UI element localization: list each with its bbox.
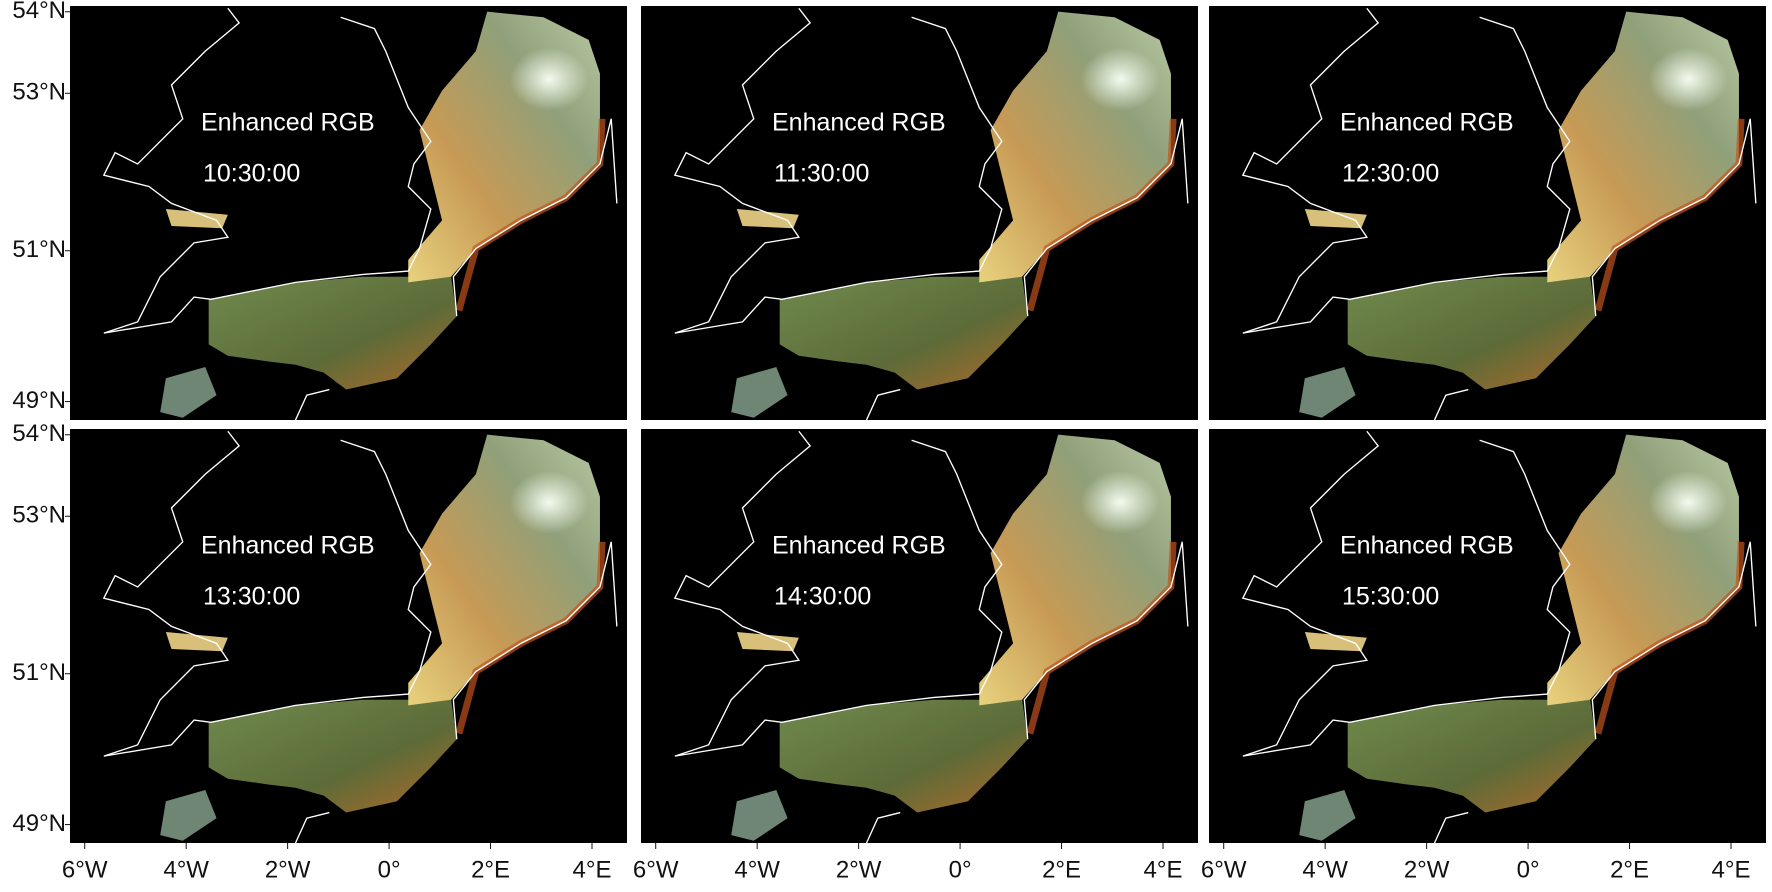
y-tick-label: 53°N xyxy=(12,79,66,106)
panel-time: 10:30:00 xyxy=(203,160,300,188)
map-panel: Enhanced RGB 14:30:00 xyxy=(641,429,1198,843)
x-tick-label: 4°E xyxy=(573,856,612,883)
y-tick-label: 54°N xyxy=(12,0,66,24)
panel-title: Enhanced RGB xyxy=(1340,532,1514,560)
x-tick-label: 0° xyxy=(1517,856,1540,883)
map-panel: Enhanced RGB 12:30:00 xyxy=(1209,6,1766,420)
x-tick-label: 6°W xyxy=(633,856,679,883)
panel-title: Enhanced RGB xyxy=(772,532,946,560)
x-tick-label: 2°E xyxy=(1042,856,1081,883)
x-tick-label: 6°W xyxy=(62,856,108,883)
x-tick-label: 2°E xyxy=(471,856,510,883)
map-panel: Enhanced RGB 10:30:00 xyxy=(70,6,627,420)
x-tick-label: 4°E xyxy=(1144,856,1183,883)
x-tick-label: 2°W xyxy=(836,856,882,883)
panel-time: 11:30:00 xyxy=(774,160,869,188)
panel-title: Enhanced RGB xyxy=(1340,109,1514,137)
map-panel: Enhanced RGB 13:30:00 xyxy=(70,429,627,843)
x-tick-label: 0° xyxy=(949,856,972,883)
y-tick-label: 51°N xyxy=(12,236,66,263)
y-tick-label: 49°N xyxy=(12,810,66,837)
y-tick-label: 49°N xyxy=(12,387,66,414)
x-tick-label: 2°W xyxy=(265,856,311,883)
panel-time: 13:30:00 xyxy=(203,583,300,611)
x-tick-label: 4°W xyxy=(1302,856,1348,883)
x-tick-label: 4°W xyxy=(163,856,209,883)
panel-title: Enhanced RGB xyxy=(772,109,946,137)
x-tick-label: 0° xyxy=(378,856,401,883)
panel-title: Enhanced RGB xyxy=(201,532,375,560)
panel-time: 12:30:00 xyxy=(1342,160,1439,188)
panel-title: Enhanced RGB xyxy=(201,109,375,137)
y-tick-label: 51°N xyxy=(12,659,66,686)
x-tick-label: 2°E xyxy=(1610,856,1649,883)
map-panel: Enhanced RGB 15:30:00 xyxy=(1209,429,1766,843)
panel-time: 14:30:00 xyxy=(774,583,871,611)
x-tick-label: 2°W xyxy=(1404,856,1450,883)
y-tick-label: 54°N xyxy=(12,420,66,447)
map-panel: Enhanced RGB 11:30:00 xyxy=(641,6,1198,420)
panel-time: 15:30:00 xyxy=(1342,583,1439,611)
x-tick-label: 6°W xyxy=(1201,856,1247,883)
x-tick-label: 4°E xyxy=(1712,856,1751,883)
x-tick-label: 4°W xyxy=(734,856,780,883)
y-tick-label: 53°N xyxy=(12,502,66,529)
